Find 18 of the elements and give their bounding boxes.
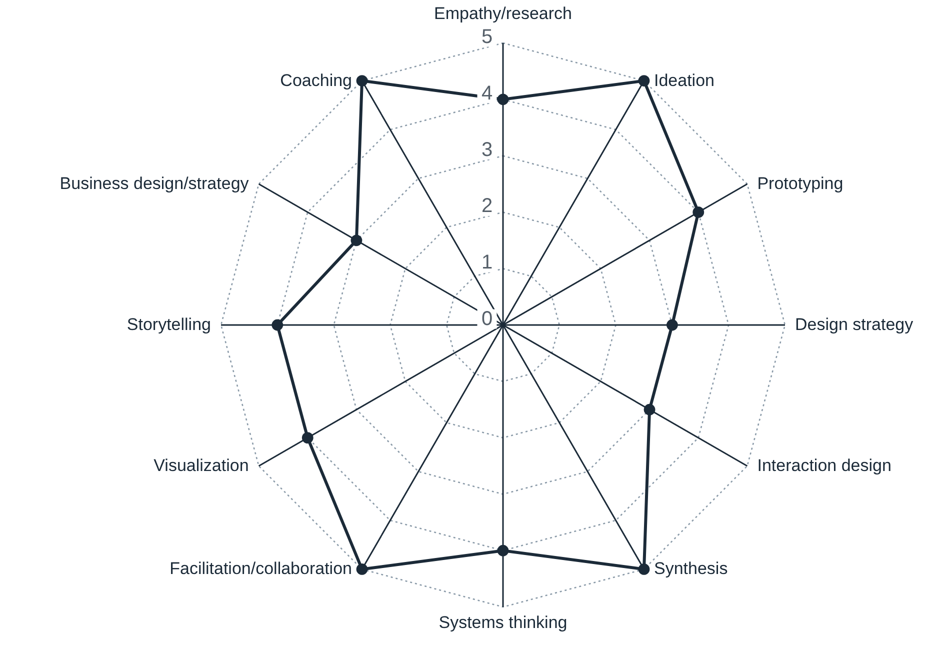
spoke-label: Synthesis <box>654 559 728 578</box>
spoke-label: Coaching <box>280 70 352 90</box>
spoke-label: Ideation <box>654 70 714 90</box>
y-tick-label: 5 <box>481 26 493 48</box>
y-tick-label: 1 <box>481 252 493 274</box>
spoke-label: Empathy/research <box>434 4 572 23</box>
spoke-label: Business design/strategy <box>60 174 250 193</box>
y-tick-label: 2 <box>481 195 493 218</box>
spoke-label: Storytelling <box>126 315 211 334</box>
spoke-label: Visualization <box>154 456 249 475</box>
spoke-label: Interaction design <box>757 456 892 475</box>
spoke-label: Facilitation/collaboration <box>170 559 352 578</box>
spoke-label: Design strategy <box>795 315 914 334</box>
y-tick-label: 3 <box>481 138 493 161</box>
y-tick-label: 4 <box>481 82 493 104</box>
spoke-label: Systems thinking <box>438 613 568 632</box>
y-tick-label: 0 <box>481 308 493 330</box>
spoke-label: Prototyping <box>757 174 844 193</box>
